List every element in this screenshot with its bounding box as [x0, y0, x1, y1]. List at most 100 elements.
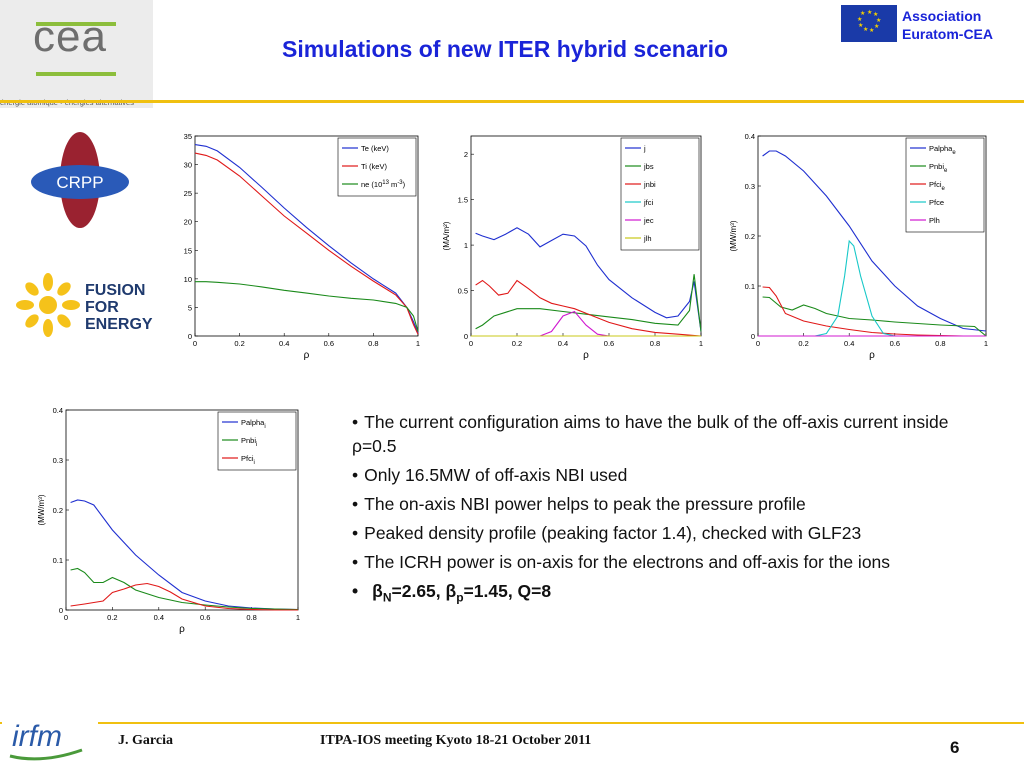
svg-text:★: ★ — [858, 22, 863, 29]
y-axis-label: (MW/m³) — [729, 220, 738, 251]
legend-box — [620, 137, 700, 251]
beta-n-subscript: N — [382, 590, 392, 605]
irfm-logo-text: irfm — [12, 720, 62, 753]
x-tick-label: 0.2 — [234, 339, 244, 348]
x-tick-label: 0.4 — [154, 613, 164, 622]
svg-text:★: ★ — [874, 23, 879, 30]
series-line — [762, 296, 987, 337]
series-line — [194, 152, 419, 335]
cea-logo-bar-bottom — [36, 72, 116, 76]
y-tick-label: 0.5 — [458, 287, 468, 296]
x-tick-label: 0 — [756, 339, 760, 348]
y-tick-label: 0.3 — [745, 182, 755, 191]
y-tick-label: 0.4 — [745, 132, 755, 141]
beta-p-subscript: p — [456, 590, 464, 605]
crpp-logo: CRPP — [28, 130, 133, 230]
bullet-text: Peaked density profile (peaking factor 1… — [364, 523, 862, 543]
association-label: Association Euratom-CEA — [902, 7, 993, 43]
legend-label: Pfcii — [241, 454, 255, 466]
y-tick-label: 0 — [188, 332, 192, 341]
legend-label: Te (keV) — [361, 144, 389, 153]
y-tick-label: 0.3 — [53, 456, 63, 465]
legend-label: Plh — [929, 216, 940, 225]
ion-heating-chart: 0 0.2 0.4 0.6 0.8 1 0 0.1 0.2 0.3 0.4 ρ (MW/m³) Palph… — [37, 406, 300, 635]
y-tick-label: 0 — [751, 332, 755, 341]
x-tick-label: 0.6 — [604, 339, 614, 348]
legend-label: jec — [643, 216, 654, 225]
y-tick-label: 0.4 — [53, 406, 63, 415]
x-axis-label: ρ — [179, 624, 185, 635]
header-divider — [0, 100, 1024, 103]
association-line1: Association — [902, 8, 982, 24]
y-axis-label: (MA/m²) — [442, 221, 451, 250]
x-tick-label: 0.8 — [935, 339, 945, 348]
cea-logo: cea énergie atomique • énergies alternat… — [0, 0, 153, 108]
f4e-word-1: FUSION — [85, 282, 146, 299]
x-tick-label: 0.6 — [324, 339, 334, 348]
svg-text:★: ★ — [873, 11, 878, 18]
cea-logo-bar-top — [36, 22, 116, 26]
y-tick-label: 0.2 — [745, 232, 755, 241]
y-tick-label: 0.2 — [53, 506, 63, 515]
current-density-chart: 0 0.2 0.4 0.6 0.8 1 0 0.5 1 1.5 2 ρ (MA/m²) j jbs jnbi j… — [442, 135, 703, 361]
legend-label: Pnbie — [929, 162, 948, 174]
y-tick-label: 30 — [184, 161, 192, 170]
legend-label: Ti (keV) — [361, 162, 387, 171]
x-tick-label: 1 — [416, 339, 420, 348]
series-line — [475, 227, 702, 332]
bullet-text: The ICRH power is on-axis for the electr… — [364, 552, 891, 572]
series-line — [758, 239, 986, 337]
f4e-word-3: ENERGY — [85, 316, 153, 333]
y-tick-label: 1.5 — [458, 196, 468, 205]
x-tick-label: 0.2 — [512, 339, 522, 348]
y-tick-label: 2 — [464, 150, 468, 159]
bullet-item-performance: • βN=2.65, βp=1.45, Q=8 — [352, 581, 552, 605]
y-tick-label: 0.1 — [745, 282, 755, 291]
x-tick-label: 0.2 — [107, 613, 117, 622]
irfm-logo: irfm — [2, 706, 98, 768]
cea-logo-text: cea — [33, 12, 107, 61]
footer-meeting: ITPA-IOS meeting Kyoto 18-21 October 201… — [320, 733, 592, 748]
x-axis-label: ρ — [869, 350, 875, 361]
legend-label: Palphai — [241, 418, 266, 430]
y-tick-label: 15 — [184, 246, 192, 255]
beta-p-symbol: β — [445, 581, 457, 601]
x-axis-label: ρ — [304, 350, 310, 361]
legend-label: jfci — [643, 198, 654, 207]
crpp-logo-text: CRPP — [56, 173, 103, 192]
y-tick-label: 0 — [59, 606, 63, 615]
footer-author: J. Garcia — [118, 733, 173, 748]
beta-n-value: =2.65, — [391, 581, 446, 601]
x-tick-label: 1 — [699, 339, 703, 348]
y-tick-label: 5 — [188, 303, 192, 312]
svg-text:★: ★ — [867, 9, 872, 16]
bullet-text: The on-axis NBI power helps to peak the … — [364, 494, 806, 514]
bullet-item: • The ICRH power is on-axis for the elect… — [352, 552, 891, 572]
series-line — [475, 274, 702, 332]
y-axis-label: (MW/m³) — [37, 494, 46, 525]
x-tick-label: 1 — [984, 339, 988, 348]
association-line2: Euratom-CEA — [902, 26, 994, 42]
bullet-item: • Only 16.5MW of off-axis NBI used — [352, 465, 628, 485]
x-tick-label: 0.8 — [650, 339, 660, 348]
legend-label: Palphae — [929, 144, 956, 156]
legend-label: Pfce — [929, 198, 944, 207]
f4e-word-2: FOR — [85, 299, 119, 316]
legend-label: jbs — [643, 162, 654, 171]
y-tick-label: 0.1 — [53, 556, 63, 565]
x-tick-label: 0.2 — [798, 339, 808, 348]
bullet-text: Only 16.5MW of off-axis NBI used — [364, 465, 628, 485]
series-line — [475, 279, 702, 337]
legend-label: Pfcie — [929, 180, 946, 192]
legend-label: jlh — [643, 234, 652, 243]
slide-title: Simulations of new ITER hybrid scenario — [281, 36, 729, 62]
series-line — [70, 567, 299, 611]
bullet-item: • Peaked density profile (peaking factor … — [352, 523, 862, 543]
x-tick-label: 1 — [296, 613, 300, 622]
bullet-item: • The current configuration aims to have … — [352, 412, 949, 456]
electron-heating-chart: 0 0.2 0.4 0.6 0.8 1 0 0.1 0.2 0.3 0.4 ρ (MW/m³) Palph… — [729, 132, 988, 361]
x-tick-label: 0.4 — [558, 339, 568, 348]
y-tick-label: 20 — [184, 218, 192, 227]
svg-text:★: ★ — [863, 26, 868, 33]
